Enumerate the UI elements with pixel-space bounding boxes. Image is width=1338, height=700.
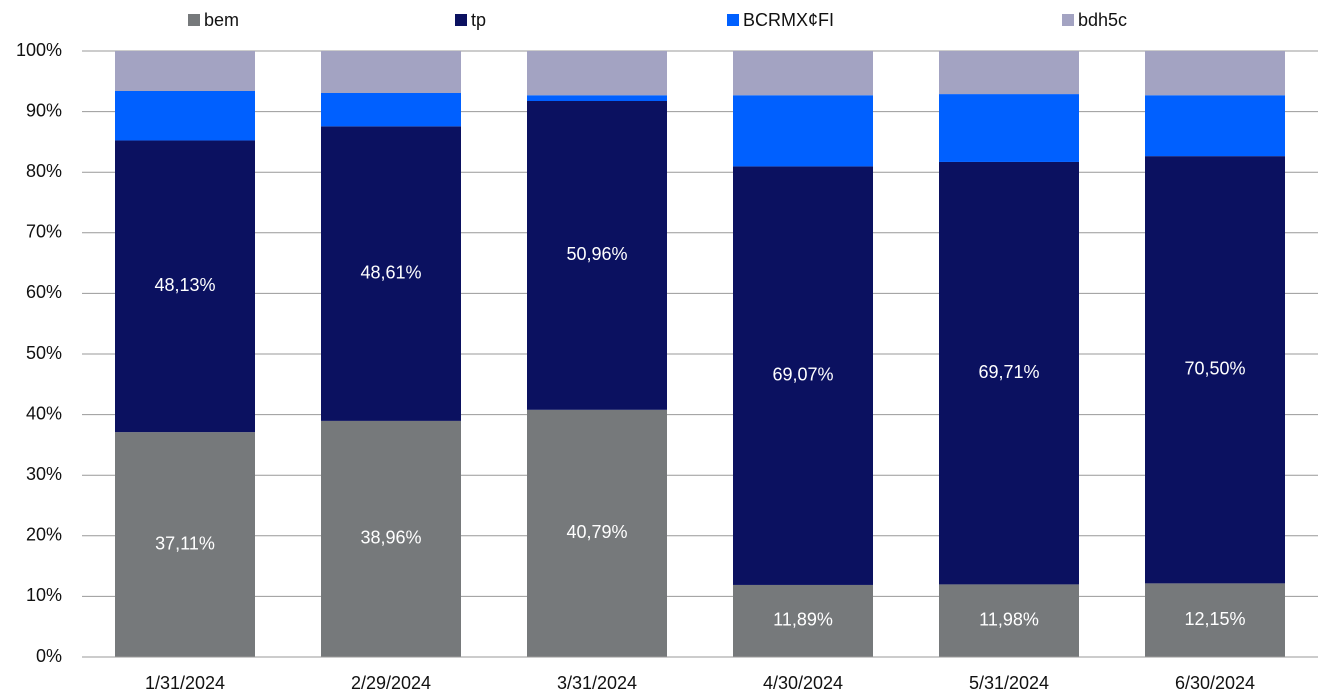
data-label: 40,79% (566, 522, 627, 542)
bar-segment (733, 51, 873, 96)
bar-segment (733, 584, 873, 657)
bar-segment (115, 140, 255, 433)
y-tick-label: 20% (26, 525, 62, 545)
legend-label: bdh5c (1078, 10, 1127, 30)
bar-segment (733, 166, 873, 585)
bar-segment (321, 51, 461, 93)
legend-swatch (1062, 14, 1074, 26)
x-tick-label: 2/29/2024 (351, 673, 431, 693)
legend-swatch (188, 14, 200, 26)
data-label: 38,96% (360, 528, 421, 548)
bar-segment (527, 51, 667, 96)
data-label: 12,15% (1184, 609, 1245, 629)
x-tick-label: 6/30/2024 (1175, 673, 1255, 693)
y-tick-label: 60% (26, 282, 62, 302)
bar-segment (115, 432, 255, 657)
data-label: 11,89% (773, 610, 833, 630)
data-label: 37,11% (155, 533, 215, 553)
bar-segment (321, 420, 461, 657)
y-tick-label: 30% (26, 464, 62, 484)
bar-segment (527, 95, 667, 101)
bar-segment (321, 92, 461, 127)
data-label: 69,71% (978, 362, 1039, 382)
bar-segment (939, 584, 1079, 657)
bar-segment (527, 409, 667, 657)
bar-segment (527, 100, 667, 410)
bar-segment (939, 94, 1079, 162)
x-tick-label: 3/31/2024 (557, 673, 637, 693)
data-label: 11,98% (979, 609, 1039, 629)
y-tick-label: 0% (36, 646, 62, 666)
x-tick-label: 1/31/2024 (145, 673, 225, 693)
bar-segment (939, 161, 1079, 585)
bar-segment (733, 95, 873, 167)
y-tick-label: 80% (26, 161, 62, 181)
data-label: 69,07% (772, 364, 833, 384)
legend-label: bem (204, 10, 239, 30)
bar-segment (115, 90, 255, 141)
bar-segment (1145, 95, 1285, 157)
bar-segment (321, 126, 461, 421)
data-label: 48,61% (360, 262, 421, 282)
bar-segment (1145, 583, 1285, 657)
y-tick-label: 90% (26, 100, 62, 120)
y-tick-label: 40% (26, 403, 62, 423)
legend-label: tp (471, 10, 486, 30)
bar-segment (115, 51, 255, 91)
y-tick-label: 10% (26, 585, 62, 605)
bar-segment (939, 51, 1079, 95)
y-tick-label: 50% (26, 343, 62, 363)
x-tick-label: 5/31/2024 (969, 673, 1049, 693)
bar-segment (1145, 156, 1285, 584)
data-label: 70,50% (1184, 359, 1245, 379)
legend-label: BCRMX¢FI (743, 10, 834, 30)
data-label: 48,13% (154, 275, 215, 295)
legend-swatch (455, 14, 467, 26)
data-label: 50,96% (566, 244, 627, 264)
y-tick-label: 100% (16, 40, 62, 60)
x-tick-label: 4/30/2024 (763, 673, 843, 693)
y-tick-label: 70% (26, 222, 62, 242)
bar-segment (1145, 51, 1285, 96)
legend-swatch (727, 14, 739, 26)
